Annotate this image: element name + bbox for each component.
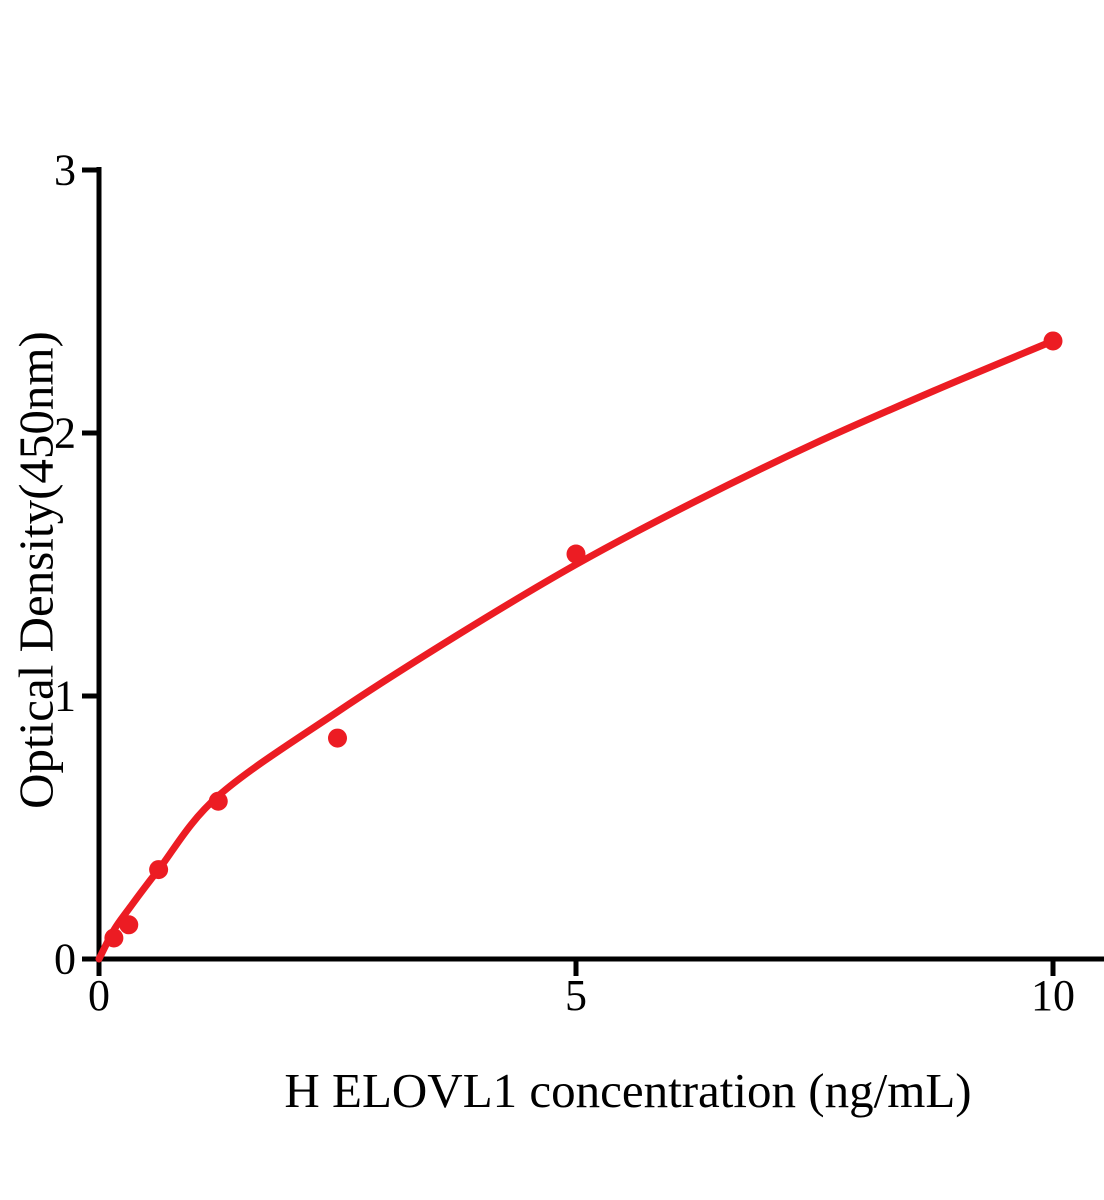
y-tick-label: 1 (54, 672, 76, 721)
y-tick-label: 3 (54, 146, 76, 195)
data-point (1043, 331, 1063, 351)
x-axis-title: H ELOVL1 concentration (ng/mL) (284, 1063, 972, 1118)
x-tick-label: 5 (565, 971, 587, 1020)
data-point (119, 915, 139, 935)
fit-curve (95, 337, 1057, 963)
y-axis-title: Optical Density(450nm) (8, 331, 64, 809)
x-tick-label: 10 (1031, 971, 1075, 1020)
data-point (208, 791, 228, 811)
data-point (328, 728, 347, 748)
data-point (149, 860, 169, 880)
y-tick-label: 0 (54, 935, 76, 984)
data-point (566, 544, 586, 564)
x-tick-label: 0 (88, 971, 110, 1020)
y-tick-label: 2 (54, 409, 76, 458)
data-point (104, 928, 124, 948)
